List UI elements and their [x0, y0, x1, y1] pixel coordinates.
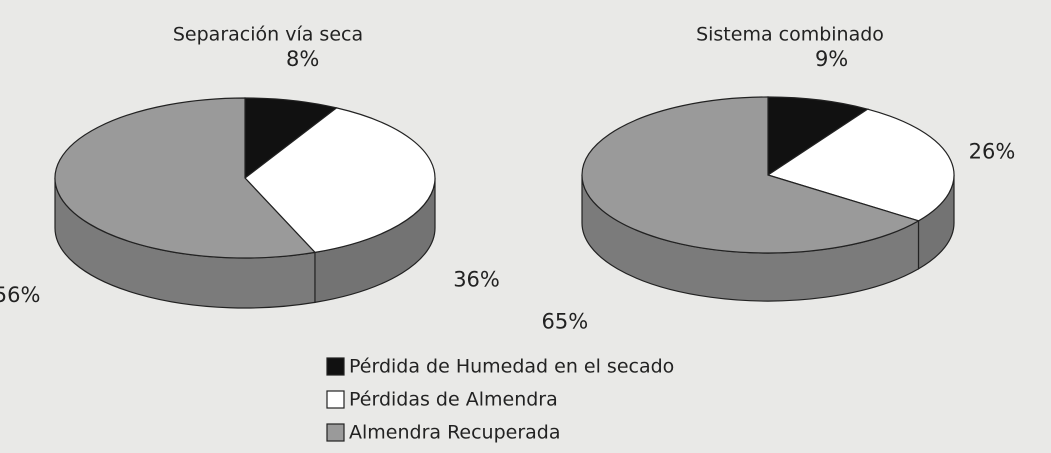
pie-slice [244, 107, 436, 254]
value-label: 36% [453, 268, 500, 292]
pie-slice [581, 96, 920, 254]
legend-label: Pérdidas de Almendra [349, 389, 558, 411]
legend-swatch [326, 357, 345, 376]
legend-label: Pérdida de Humedad en el secado [349, 356, 674, 378]
pie-slice [767, 96, 870, 177]
pie-slice [244, 97, 338, 180]
chart-title: Separación vía seca [173, 24, 363, 46]
value-label: 65% [542, 309, 589, 333]
value-label: 56% [0, 283, 40, 307]
value-label: 9% [815, 47, 848, 71]
pie-slice [766, 108, 955, 222]
legend-label: Almendra Recuperada [349, 422, 561, 444]
chart-title: Sistema combinado [696, 24, 884, 46]
legend-swatch [326, 390, 345, 409]
value-label: 8% [286, 47, 319, 71]
legend-swatch [326, 423, 345, 442]
pie-slice [54, 97, 317, 259]
value-label: 26% [969, 140, 1016, 164]
